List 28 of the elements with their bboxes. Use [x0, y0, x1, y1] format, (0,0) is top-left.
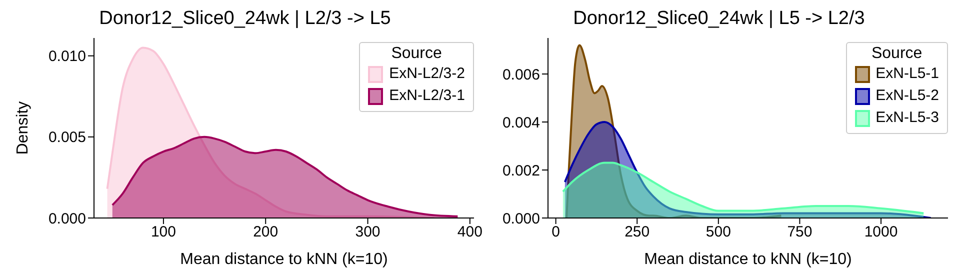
y-tick-label: 0.002	[502, 162, 540, 180]
x-tick-label: 100	[150, 224, 176, 241]
legend-label: ExN-L5-3	[876, 108, 939, 128]
y-tick-label: 0.005	[48, 129, 86, 146]
x-tick-label: 750	[787, 224, 812, 241]
y-tick-label: 0.000	[48, 210, 86, 228]
x-tick-label: 200	[253, 224, 278, 241]
y-tick-label: 0.010	[48, 48, 86, 66]
x-tick-label: 250	[624, 224, 650, 241]
x-tick-label: 300	[355, 224, 380, 241]
y-tick-label: 0.004	[502, 114, 540, 132]
legend-title: Source	[390, 45, 443, 63]
legend-label: ExN-L2/3-2	[389, 64, 465, 84]
y-tick-label: 0.006	[502, 66, 540, 84]
y-axis-title: Density	[14, 101, 32, 155]
x-axis-title: Mean distance to kNN (k=10)	[644, 251, 852, 268]
legend-label: ExN-L5-1	[876, 64, 939, 84]
legend-title: Source	[870, 45, 924, 63]
x-tick-label: 0	[552, 224, 560, 241]
x-tick-label: 1000	[864, 224, 898, 241]
x-tick-label: 400	[457, 224, 482, 241]
legend-label: ExN-L5-2	[876, 86, 939, 106]
x-tick-label: 500	[706, 224, 731, 241]
chart-title: Donor12_Slice0_24wk | L2/3 -> L5	[98, 8, 392, 30]
chart-title: Donor12_Slice0_24wk | L5 -> L2/3	[572, 8, 866, 30]
x-axis-title: Mean distance to kNN (k=10)	[180, 251, 388, 268]
legend-label: ExN-L2/3-1	[389, 86, 465, 106]
y-tick-label: 0.000	[502, 210, 540, 228]
